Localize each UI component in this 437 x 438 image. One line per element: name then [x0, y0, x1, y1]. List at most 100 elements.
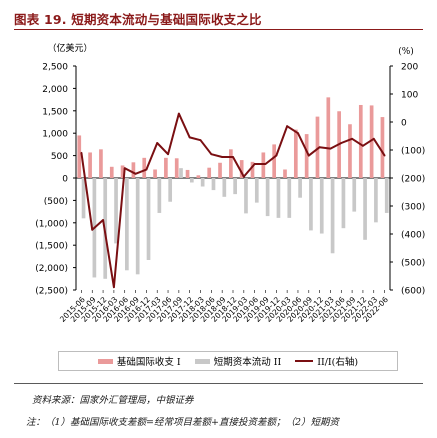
ratio-point [221, 156, 224, 158]
ratio-point [383, 154, 386, 157]
bar-basic-balance [315, 116, 320, 178]
ratio-point [340, 142, 343, 144]
bar-short-term-flow [135, 178, 140, 275]
ratio-point [362, 144, 364, 147]
right-tick-label: (400) [401, 231, 425, 241]
left-tick-label: 1,000 [42, 130, 68, 140]
left-axis-unit: （亿美元） [47, 42, 92, 54]
bar-basic-balance [380, 117, 385, 178]
ratio-point [253, 163, 256, 165]
ratio-point [177, 112, 180, 115]
legend-label-ratio: II/I(右轴) [317, 357, 359, 368]
footnote: 注：（1）基础国际收支差额=经常项目差额+直接投资差额；（2）短期资 [26, 417, 340, 428]
bar-basic-balance [229, 149, 233, 178]
bar-short-term-flow [157, 178, 162, 213]
bar-short-term-flow [179, 168, 183, 178]
bar-basic-balance [218, 162, 222, 178]
bar-short-term-flow [298, 178, 302, 198]
ratio-point [307, 154, 310, 157]
bar-basic-balance [207, 167, 212, 178]
ratio-point [188, 136, 191, 139]
ratio-point [210, 153, 213, 156]
left-tick-label: 2,500 [42, 63, 68, 73]
ratio-point [156, 142, 159, 144]
ratio-point [102, 219, 104, 221]
bar-short-term-flow [189, 178, 194, 183]
right-tick-label: (200) [401, 175, 425, 185]
ratio-point [297, 132, 299, 135]
right-axis-unit: (%) [398, 46, 414, 57]
left-tick-label: (2,500) [35, 287, 68, 297]
ratio-point [91, 228, 94, 231]
footer-divider [14, 383, 423, 384]
ratio-point [232, 156, 234, 158]
bar-short-term-flow [384, 178, 389, 213]
right-tick-label: (500) [401, 259, 425, 269]
ratio-point [264, 163, 267, 165]
bar-basic-balance [304, 134, 309, 178]
left-tick-label: 500 [51, 152, 68, 162]
bar-short-term-flow [287, 178, 292, 218]
chart: （亿美元） (%) 2,500 2,000 1,500 1,000 500 0 (500) (1,… [35, 42, 425, 324]
legend-swatch-ratio [295, 360, 314, 362]
legend: 基础国际收支 I 短期资本流动 II II/I(右轴) [58, 351, 398, 371]
chart-title: 图表 19. 短期资本流动与基础国际收支之比 [14, 12, 262, 27]
legend-label-basic-balance: 基础国际收支 I [116, 357, 181, 368]
bar-short-term-flow [114, 178, 118, 244]
bar-short-term-flow [233, 178, 237, 195]
bar-short-term-flow [254, 178, 259, 203]
bar-short-term-flow [309, 178, 313, 231]
ratio-point [318, 146, 321, 149]
bar-basic-balance [153, 169, 157, 178]
left-tick-label: (1,000) [35, 219, 68, 229]
bar-short-term-flow [330, 178, 335, 254]
ratio-point [372, 137, 375, 140]
ratio-point [123, 167, 126, 170]
ratio-point [329, 147, 332, 150]
right-tick-label: (600) [401, 287, 425, 297]
bar-short-term-flow [146, 178, 151, 260]
bar-short-term-flow [168, 178, 173, 202]
right-tick-label: (100) [401, 147, 425, 157]
bar-basic-balance [88, 152, 92, 178]
bar-basic-balance [77, 135, 82, 178]
ratio-point [167, 153, 169, 156]
bar-basic-balance [120, 165, 125, 178]
bar-basic-balance [261, 152, 266, 178]
bar-basic-balance [142, 157, 147, 178]
title-rule [14, 29, 423, 30]
legend-item-short-term-flow: 短期资本流动 II [194, 354, 281, 368]
bar-short-term-flow [200, 178, 205, 187]
ratio-point [199, 139, 202, 142]
bar-short-term-flow [81, 178, 86, 219]
bar-short-term-flow [341, 178, 346, 229]
title-block: 图表 19. 短期资本流动与基础国际收支之比 [14, 6, 423, 30]
bar-basic-balance [239, 160, 244, 178]
legend-item-basic-balance: 基础国际收支 I [97, 354, 181, 368]
bar-basic-balance [348, 124, 352, 178]
left-tick-label: 2,000 [42, 85, 68, 95]
ratio-point [113, 286, 115, 289]
bar-short-term-flow [244, 178, 248, 214]
left-tick-label: (1,500) [35, 242, 68, 252]
legend-item-ratio: II/I(右轴) [295, 354, 358, 368]
bar-short-term-flow [265, 178, 270, 217]
bar-basic-balance [326, 97, 331, 178]
ratio-point [145, 168, 148, 171]
right-tick-label: (300) [401, 203, 425, 213]
ratio-point [286, 125, 289, 128]
bar-short-term-flow [125, 178, 129, 271]
bar-basic-balance [185, 169, 190, 178]
bar-basic-balance [196, 175, 201, 178]
bar-basic-balance [358, 104, 363, 178]
bar-short-term-flow [319, 178, 324, 234]
legend-swatch-basic-balance [97, 358, 113, 364]
bar-short-term-flow [363, 178, 367, 240]
bar-short-term-flow [211, 178, 216, 191]
ratio-point [134, 172, 137, 175]
ratio-point [80, 151, 83, 154]
bar-basic-balance [283, 169, 287, 178]
ratio-point [242, 175, 245, 178]
left-tick-label: (500) [44, 197, 68, 207]
left-tick-label: (2,000) [35, 264, 68, 274]
